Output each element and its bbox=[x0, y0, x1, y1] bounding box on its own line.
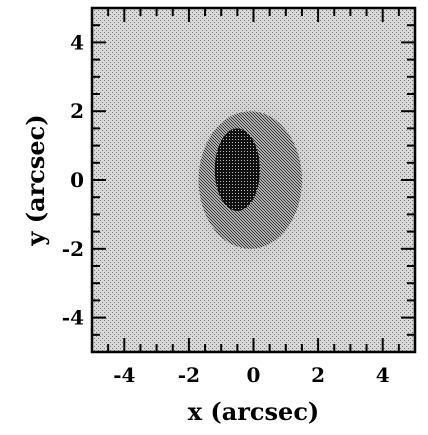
axis-ticks bbox=[91, 7, 416, 353]
x-tick-label: 0 bbox=[247, 363, 261, 387]
y-tick-label: -2 bbox=[62, 237, 84, 261]
x-tick-label: 2 bbox=[311, 363, 325, 387]
y-axis-title: y (arcsec) bbox=[21, 114, 50, 246]
y-tick-label: 2 bbox=[70, 99, 84, 123]
core-region bbox=[214, 128, 260, 211]
tick-labels: -4 -2 0 2 4 -4 -2 0 2 4 bbox=[62, 30, 390, 387]
y-tick-label: 0 bbox=[70, 168, 84, 192]
x-tick-label: 4 bbox=[376, 363, 390, 387]
x-tick-label: -4 bbox=[113, 363, 135, 387]
heatmap-image bbox=[92, 8, 415, 352]
y-tick-label: -4 bbox=[62, 306, 84, 330]
x-tick-label: -2 bbox=[178, 363, 200, 387]
y-tick-label: 4 bbox=[70, 30, 84, 54]
x-axis-title: x (arcsec) bbox=[188, 397, 320, 426]
